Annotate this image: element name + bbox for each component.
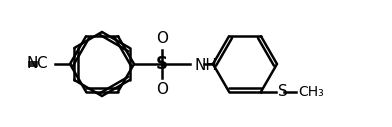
Text: S: S: [156, 55, 168, 73]
Text: CH₃: CH₃: [298, 85, 324, 99]
Text: O: O: [156, 31, 168, 46]
Text: N: N: [27, 57, 38, 72]
Text: O: O: [156, 82, 168, 97]
Text: S: S: [278, 84, 288, 99]
Text: C: C: [36, 57, 47, 72]
Text: NH: NH: [195, 59, 218, 74]
